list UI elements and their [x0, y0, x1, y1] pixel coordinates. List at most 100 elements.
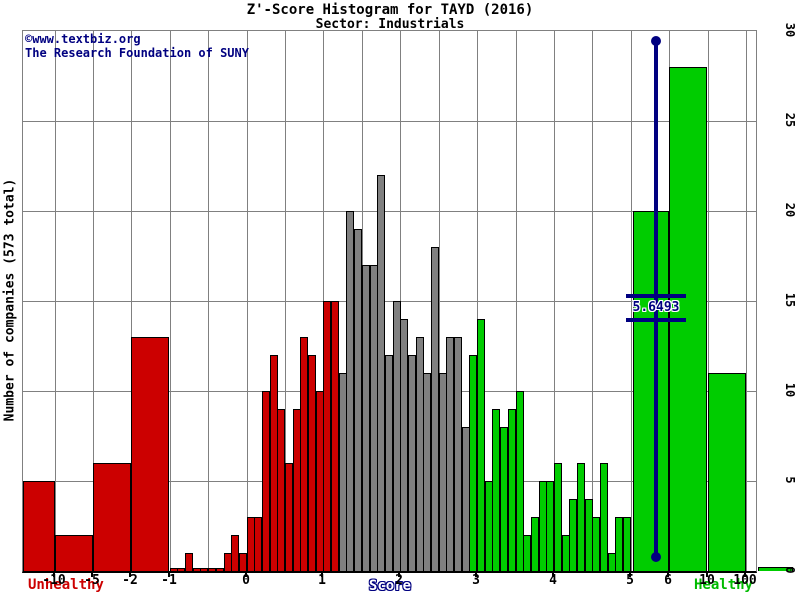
histogram-bar	[600, 463, 608, 571]
x-tick-mark	[744, 572, 746, 577]
histogram-bar	[446, 337, 454, 571]
histogram-bar	[569, 499, 577, 571]
histogram-bar	[431, 247, 439, 571]
histogram-bar	[55, 535, 93, 571]
marker-crossbar-lower	[626, 318, 686, 322]
x-tick-label: 100	[733, 573, 757, 588]
histogram-bar	[323, 301, 331, 571]
histogram-bar	[262, 391, 270, 571]
x-tick-mark	[475, 572, 477, 577]
histogram-bar	[531, 517, 539, 571]
x-tick-mark	[53, 572, 55, 577]
x-tick-label: 1	[318, 573, 326, 588]
histogram-bar	[577, 463, 585, 571]
histogram-bar	[546, 481, 554, 571]
marker-line	[654, 41, 658, 559]
plot-area: 5.6493	[22, 30, 793, 573]
histogram-bar	[308, 355, 316, 571]
histogram-bar	[300, 337, 308, 571]
histogram-bar	[93, 463, 131, 571]
y-tick-label: 30	[783, 22, 797, 38]
watermark-org: The Research Foundation of SUNY	[25, 46, 249, 60]
histogram-bar	[592, 517, 600, 571]
x-axis-label-wrap: Score	[0, 578, 780, 594]
x-tick-mark	[552, 572, 554, 577]
histogram-bar	[500, 427, 508, 571]
marker-crossbar-upper	[626, 294, 686, 298]
x-tick-label: -10	[42, 573, 66, 588]
histogram-bar	[554, 463, 562, 571]
x-tick-label: -2	[122, 573, 138, 588]
histogram-bar	[331, 301, 339, 571]
y-axis-label: Number of companies (573 total)	[2, 178, 18, 422]
grid-line-horizontal	[23, 121, 756, 122]
histogram-bar	[623, 517, 631, 571]
histogram-bar	[377, 175, 385, 571]
chart-title: Z'-Score Histogram for TAYD (2016)	[246, 2, 534, 18]
histogram-bar	[469, 355, 477, 571]
histogram-bar	[362, 265, 370, 571]
unhealthy-zone-label: Unhealthy	[28, 577, 104, 593]
x-tick-label: 4	[549, 573, 557, 588]
histogram-bar	[177, 568, 185, 571]
histogram-bar	[516, 391, 524, 571]
y-tick-label: 25	[783, 112, 797, 128]
histogram-bar	[708, 373, 746, 571]
x-tick-label: 0	[242, 573, 250, 588]
histogram-bar	[423, 373, 431, 571]
histogram-bar	[492, 409, 500, 571]
histogram-bar	[285, 463, 293, 571]
histogram-bar	[408, 355, 416, 571]
x-tick-mark	[667, 572, 669, 577]
x-tick-label: -5	[84, 573, 100, 588]
x-tick-mark	[91, 572, 93, 577]
histogram-bar	[277, 409, 285, 571]
grid-line-horizontal	[23, 301, 756, 302]
marker-value-label: 5.6493	[632, 300, 680, 315]
histogram-bar	[454, 337, 462, 571]
histogram-bar	[200, 568, 208, 571]
histogram-bar	[354, 229, 362, 571]
x-tick-mark	[321, 572, 323, 577]
x-tick-label: -1	[161, 573, 177, 588]
x-tick-mark	[629, 572, 631, 577]
histogram-bar	[615, 517, 623, 571]
x-tick-mark	[706, 572, 708, 577]
chart-subtitle: Sector: Industrials	[315, 17, 465, 32]
histogram-bar	[239, 553, 247, 571]
overflow-bar	[758, 567, 793, 571]
histogram-bar	[254, 517, 262, 571]
x-tick-label: 6	[664, 573, 672, 588]
histogram-bar	[216, 568, 224, 571]
histogram-bar	[208, 568, 216, 571]
x-tick-mark	[129, 572, 131, 577]
x-tick-label: 10	[699, 573, 715, 588]
histogram-bar	[385, 355, 393, 571]
histogram-bar	[185, 553, 193, 571]
x-tick-mark	[168, 572, 170, 577]
y-tick-label: 0	[783, 566, 797, 574]
x-tick-label: 3	[472, 573, 480, 588]
histogram-bar	[669, 67, 707, 571]
histogram-bar	[131, 337, 169, 571]
histogram-bar	[400, 319, 408, 571]
x-tick-mark	[398, 572, 400, 577]
marker-dot-bottom	[651, 552, 661, 562]
histogram-bar	[508, 409, 516, 571]
histogram-bar	[23, 481, 55, 571]
x-tick-label: 5	[626, 573, 634, 588]
histogram-bar	[633, 211, 669, 571]
x-tick-label: 2	[395, 573, 403, 588]
marker-dot-top	[651, 36, 661, 46]
y-tick-label: 20	[783, 202, 797, 218]
y-tick-label: 5	[783, 476, 797, 484]
healthy-zone-label: Healthy	[693, 577, 753, 593]
histogram-bar	[477, 319, 485, 571]
y-tick-label: 15	[783, 292, 797, 308]
watermark-url[interactable]: ©www.textbiz.org	[25, 32, 141, 46]
x-tick-mark	[245, 572, 247, 577]
grid-line-horizontal	[23, 211, 756, 212]
y-tick-label: 10	[783, 382, 797, 398]
histogram-bar	[523, 535, 531, 571]
